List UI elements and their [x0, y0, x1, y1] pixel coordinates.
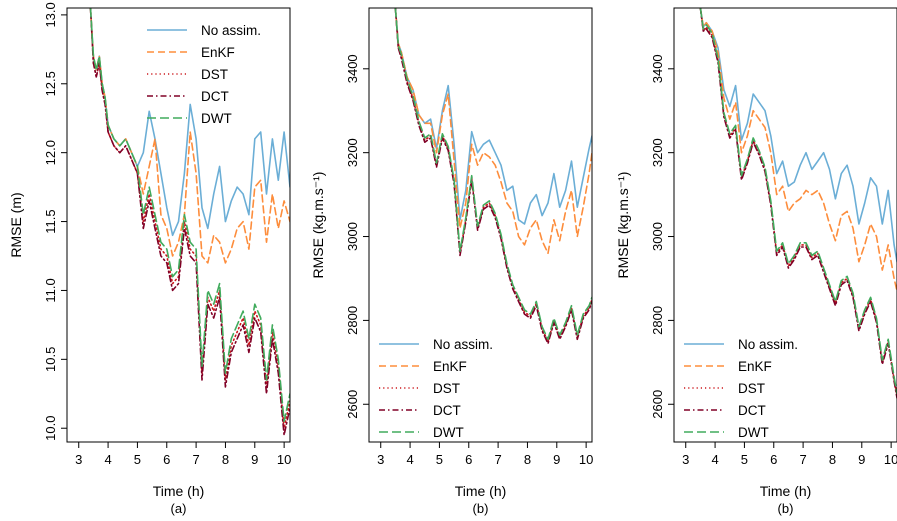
series-line-dct: [699, 8, 897, 399]
x-tick-label: 9: [553, 452, 560, 467]
x-tick-label: 5: [134, 452, 141, 467]
y-tick-label: 3400: [345, 54, 360, 83]
legend-entry: DST: [738, 381, 765, 396]
series-line-dct: [89, 8, 290, 436]
legend-entry: DWT: [201, 111, 232, 126]
y-tick-label: 10.5: [43, 347, 58, 372]
series-line-dwt: [394, 8, 592, 341]
y-tick-label: 2600: [345, 390, 360, 419]
x-tick-label: 8: [829, 452, 836, 467]
x-axis-label: Time (h): [760, 483, 812, 499]
legend: No assim. EnKF DST DCT DWT: [147, 23, 261, 126]
x-tick-label: 9: [251, 452, 258, 467]
x-tick-label: 3: [682, 452, 689, 467]
x-tick-label: 5: [436, 452, 443, 467]
series-line-dst: [699, 8, 897, 397]
series-line-dct: [394, 8, 592, 345]
x-tick-label: 5: [741, 452, 748, 467]
legend-entry: DST: [433, 381, 460, 396]
panel-label: (b): [473, 501, 489, 516]
x-tick-label: 6: [770, 452, 777, 467]
series-line-enkf: [89, 8, 290, 264]
y-tick-label: 13.0: [43, 2, 58, 27]
x-tick-label: 6: [163, 452, 170, 467]
x-tick-label: 8: [524, 452, 531, 467]
panel-label: (a): [171, 501, 187, 516]
legend-entry: DCT: [201, 89, 229, 104]
legend-entry: EnKF: [738, 359, 772, 374]
y-tick-label: 11.5: [43, 209, 58, 233]
legend-entry: DWT: [738, 425, 769, 440]
y-tick-label: 12.0: [43, 140, 58, 165]
y-tick-label: 2800: [345, 306, 360, 335]
legend-entry: DST: [201, 67, 228, 82]
x-tick-label: 9: [858, 452, 865, 467]
chart-panel-3: 3 4 5 6 7 8 9 10 2600 2800 3000 3200 3400 Time (h) (b)…: [615, 7, 897, 516]
series-group: [89, 8, 290, 436]
x-tick-label: 8: [222, 452, 229, 467]
series-line-no-assim: [89, 8, 290, 237]
legend-entry: No assim.: [738, 337, 798, 352]
x-tick-label: 7: [192, 452, 199, 467]
series-line-dwt: [699, 8, 897, 395]
y-tick-label: 3000: [345, 222, 360, 251]
x-tick-label: 10: [277, 452, 291, 467]
x-tick-label: 7: [494, 452, 501, 467]
panel-label: (b): [778, 501, 794, 516]
legend-entry: No assim.: [433, 337, 493, 352]
legend-entry: EnKF: [201, 45, 235, 60]
series-group: [394, 8, 592, 345]
chart-panel-2: 3 4 5 6 7 8 9 10 2600 2800 3000 3200 3400 Time (h) (b)…: [310, 7, 593, 516]
x-axis-label: Time (h): [455, 483, 507, 499]
x-tick-label: 4: [711, 452, 718, 467]
legend-entry: EnKF: [433, 359, 467, 374]
series-line-no-assim: [699, 8, 897, 263]
y-tick-label: 10.0: [43, 416, 58, 441]
series-group: [699, 8, 897, 399]
series-line-dst: [89, 8, 290, 430]
series-line-enkf: [699, 8, 897, 292]
plot-frame: [673, 7, 897, 443]
chart-panel-1: 3 4 5 6 7 8 9 10 10.0 10.5 11.0 11.5 12.0 12.5 13.0 Tim…: [8, 2, 291, 516]
y-tick-label: 3200: [650, 138, 665, 167]
x-tick-label: 3: [377, 452, 384, 467]
plot-frame: [66, 7, 291, 443]
y-axis-label: RMSE (kg.m.s⁻¹): [310, 172, 326, 279]
legend-entry: DCT: [433, 403, 461, 418]
x-tick-label: 6: [465, 452, 472, 467]
y-tick-label: 11.0: [43, 278, 58, 302]
x-tick-label: 4: [104, 452, 111, 467]
y-axis-label: RMSE (kg.m.s⁻¹): [615, 172, 631, 279]
y-axis-label: RMSE (m): [8, 192, 24, 257]
y-tick-label: 3200: [345, 138, 360, 167]
y-tick-label: 2600: [650, 390, 665, 419]
y-tick-label: 12.5: [43, 71, 58, 96]
series-line-no-assim: [394, 8, 592, 225]
legend-entry: No assim.: [201, 23, 261, 38]
legend-entry: DWT: [433, 425, 464, 440]
x-tick-label: 10: [579, 452, 593, 467]
x-axis-label: Time (h): [153, 483, 205, 499]
series-line-dst: [394, 8, 592, 343]
legend: No assim. EnKF DST DCT DWT: [684, 337, 798, 440]
legend: No assim. EnKF DST DCT DWT: [379, 337, 493, 440]
x-tick-label: 3: [75, 452, 82, 467]
x-tick-label: 7: [799, 452, 806, 467]
x-tick-label: 4: [406, 452, 413, 467]
series-line-dwt: [89, 8, 290, 423]
legend-entry: DCT: [738, 403, 766, 418]
x-tick-label: 10: [884, 452, 897, 467]
plot-frame: [368, 7, 593, 443]
y-tick-label: 2800: [650, 306, 665, 335]
y-tick-label: 3400: [650, 54, 665, 83]
y-tick-label: 3000: [650, 222, 665, 251]
series-line-enkf: [394, 8, 592, 255]
